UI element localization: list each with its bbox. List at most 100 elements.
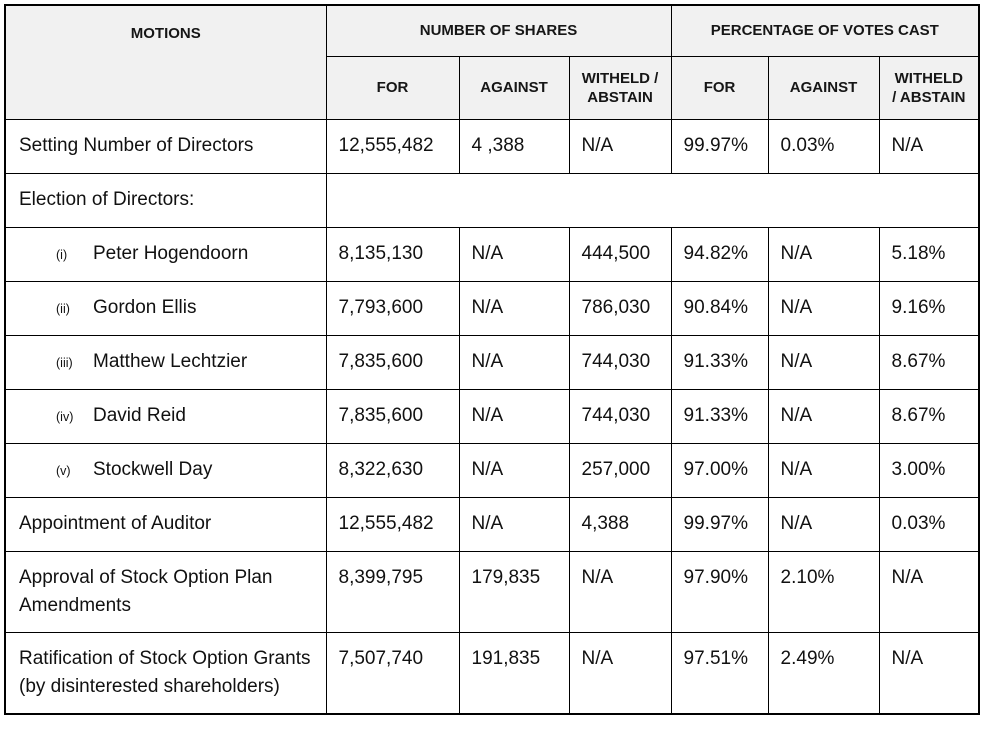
value-cell: N/A xyxy=(458,388,570,444)
header-row-sub: FOR AGAINST WITHELD / ABSTAIN FOR AGAINS… xyxy=(5,55,980,120)
value-cell: N/A xyxy=(568,550,672,633)
value-cell: 90.84% xyxy=(670,280,769,336)
value-cell: 786,030 xyxy=(568,280,672,336)
value-cell: 191,835 xyxy=(458,631,570,714)
document-page: MOTIONS NUMBER OF SHARES PERCENTAGE OF V… xyxy=(4,4,981,715)
value-cell: N/A xyxy=(767,442,880,498)
value-cell: 4,388 xyxy=(568,496,672,552)
director-name: Gordon Ellis xyxy=(93,296,197,318)
table-row: Election of Directors: xyxy=(4,172,980,228)
value-cell: 97.00% xyxy=(670,442,769,498)
value-cell: N/A xyxy=(458,442,570,498)
value-cell: 12,555,482 xyxy=(325,118,460,174)
value-cell: 12,555,482 xyxy=(325,496,460,552)
motion-label-cell: Approval of Stock Option Plan Amendments xyxy=(4,550,327,633)
motion-label-cell: Ratification of Stock Option Grants (by … xyxy=(4,631,327,714)
director-label-cell: (ii) Gordon Ellis xyxy=(4,280,327,336)
value-cell: 8,399,795 xyxy=(325,550,460,633)
value-cell: 744,030 xyxy=(568,334,672,390)
value-cell: 179,835 xyxy=(458,550,570,633)
director-label-cell: (iii) Matthew Lechtzier xyxy=(4,334,327,390)
value-cell: 744,030 xyxy=(568,388,672,444)
table-row: Appointment of Auditor 12,555,482 N/A 4,388… xyxy=(4,496,980,552)
value-cell: 7,793,600 xyxy=(325,280,460,336)
value-cell: N/A xyxy=(767,280,880,336)
value-cell: N/A xyxy=(458,334,570,390)
column-header-percent-for: FOR xyxy=(670,55,769,120)
value-cell: 99.97% xyxy=(670,118,769,174)
column-header-shares-for: FOR xyxy=(325,55,460,120)
column-group-percentage-of-votes: PERCENTAGE OF VOTES CAST xyxy=(670,4,980,57)
director-numeral: (iv) xyxy=(56,409,74,424)
value-cell: 8.67% xyxy=(878,388,980,444)
value-cell: N/A xyxy=(767,496,880,552)
value-cell: N/A xyxy=(458,280,570,336)
director-numeral: (v) xyxy=(56,463,71,478)
table-body: Setting Number of Directors 12,555,482 4 ,… xyxy=(4,118,980,714)
value-cell: 0.03% xyxy=(767,118,880,174)
value-cell: 94.82% xyxy=(670,226,769,282)
voting-results-table: MOTIONS NUMBER OF SHARES PERCENTAGE OF V… xyxy=(4,4,981,715)
value-cell: N/A xyxy=(878,631,980,714)
director-numeral: (i) xyxy=(56,247,68,262)
table-header: MOTIONS NUMBER OF SHARES PERCENTAGE OF V… xyxy=(4,4,980,120)
value-cell: N/A xyxy=(767,388,880,444)
value-cell: N/A xyxy=(458,496,570,552)
value-cell: 7,507,740 xyxy=(325,631,460,714)
value-cell: 91.33% xyxy=(670,334,769,390)
table-row: Setting Number of Directors 12,555,482 4 ,… xyxy=(4,118,980,174)
merged-empty-cell xyxy=(325,172,980,228)
value-cell: 8,322,630 xyxy=(325,442,460,498)
value-cell: 91.33% xyxy=(670,388,769,444)
value-cell: 99.97% xyxy=(670,496,769,552)
column-group-number-of-shares: NUMBER OF SHARES xyxy=(325,4,672,57)
value-cell: N/A xyxy=(878,118,980,174)
table-row: (iii) Matthew Lechtzier 7,835,600 N/A 744,03… xyxy=(4,334,980,390)
value-cell: 97.90% xyxy=(670,550,769,633)
value-cell: 7,835,600 xyxy=(325,334,460,390)
value-cell: 0.03% xyxy=(878,496,980,552)
table-row: Approval of Stock Option Plan Amendments… xyxy=(4,550,980,633)
value-cell: 444,500 xyxy=(568,226,672,282)
value-cell: 8,135,130 xyxy=(325,226,460,282)
table-row: (ii) Gordon Ellis 7,793,600 N/A 786,030 90.84… xyxy=(4,280,980,336)
director-numeral: (ii) xyxy=(56,301,70,316)
director-numeral: (iii) xyxy=(56,355,73,370)
value-cell: N/A xyxy=(767,226,880,282)
value-cell: N/A xyxy=(767,334,880,390)
table-row: (iv) David Reid 7,835,600 N/A 744,030 91.33% N… xyxy=(4,388,980,444)
value-cell: 7,835,600 xyxy=(325,388,460,444)
column-header-percent-against: AGAINST xyxy=(767,55,880,120)
value-cell: 9.16% xyxy=(878,280,980,336)
director-name: David Reid xyxy=(93,404,186,426)
value-cell: 2.10% xyxy=(767,550,880,633)
column-header-percent-witheld-abstain: WITHELD / ABSTAIN xyxy=(878,55,980,120)
value-cell: 5.18% xyxy=(878,226,980,282)
value-cell: 8.67% xyxy=(878,334,980,390)
value-cell: 2.49% xyxy=(767,631,880,714)
director-label-cell: (v) Stockwell Day xyxy=(4,442,327,498)
value-cell: 4 ,388 xyxy=(458,118,570,174)
motion-label-cell: Setting Number of Directors xyxy=(4,118,327,174)
value-cell: N/A xyxy=(568,118,672,174)
value-cell: N/A xyxy=(568,631,672,714)
table-row: Ratification of Stock Option Grants (by … xyxy=(4,631,980,714)
section-label-cell: Election of Directors: xyxy=(4,172,327,228)
header-row-groups: MOTIONS NUMBER OF SHARES PERCENTAGE OF V… xyxy=(4,4,980,120)
director-name: Peter Hogendoorn xyxy=(93,242,249,264)
director-label-cell: (i) Peter Hogendoorn xyxy=(4,226,327,282)
table-row: (i) Peter Hogendoorn 8,135,130 N/A 444,500 94… xyxy=(4,226,980,282)
value-cell: N/A xyxy=(458,226,570,282)
column-header-motions: MOTIONS xyxy=(4,4,327,120)
motion-label-cell: Appointment of Auditor xyxy=(4,496,327,552)
column-header-shares-against: AGAINST xyxy=(458,55,570,120)
value-cell: 257,000 xyxy=(568,442,672,498)
director-label-cell: (iv) David Reid xyxy=(4,388,327,444)
value-cell: 97.51% xyxy=(670,631,769,714)
director-name: Matthew Lechtzier xyxy=(93,350,248,372)
column-header-shares-witheld-abstain: WITHELD / ABSTAIN xyxy=(568,55,672,120)
value-cell: 3.00% xyxy=(878,442,980,498)
value-cell: N/A xyxy=(878,550,980,633)
director-name: Stockwell Day xyxy=(93,458,213,480)
table-row: (v) Stockwell Day 8,322,630 N/A 257,000 97.00… xyxy=(4,442,980,498)
